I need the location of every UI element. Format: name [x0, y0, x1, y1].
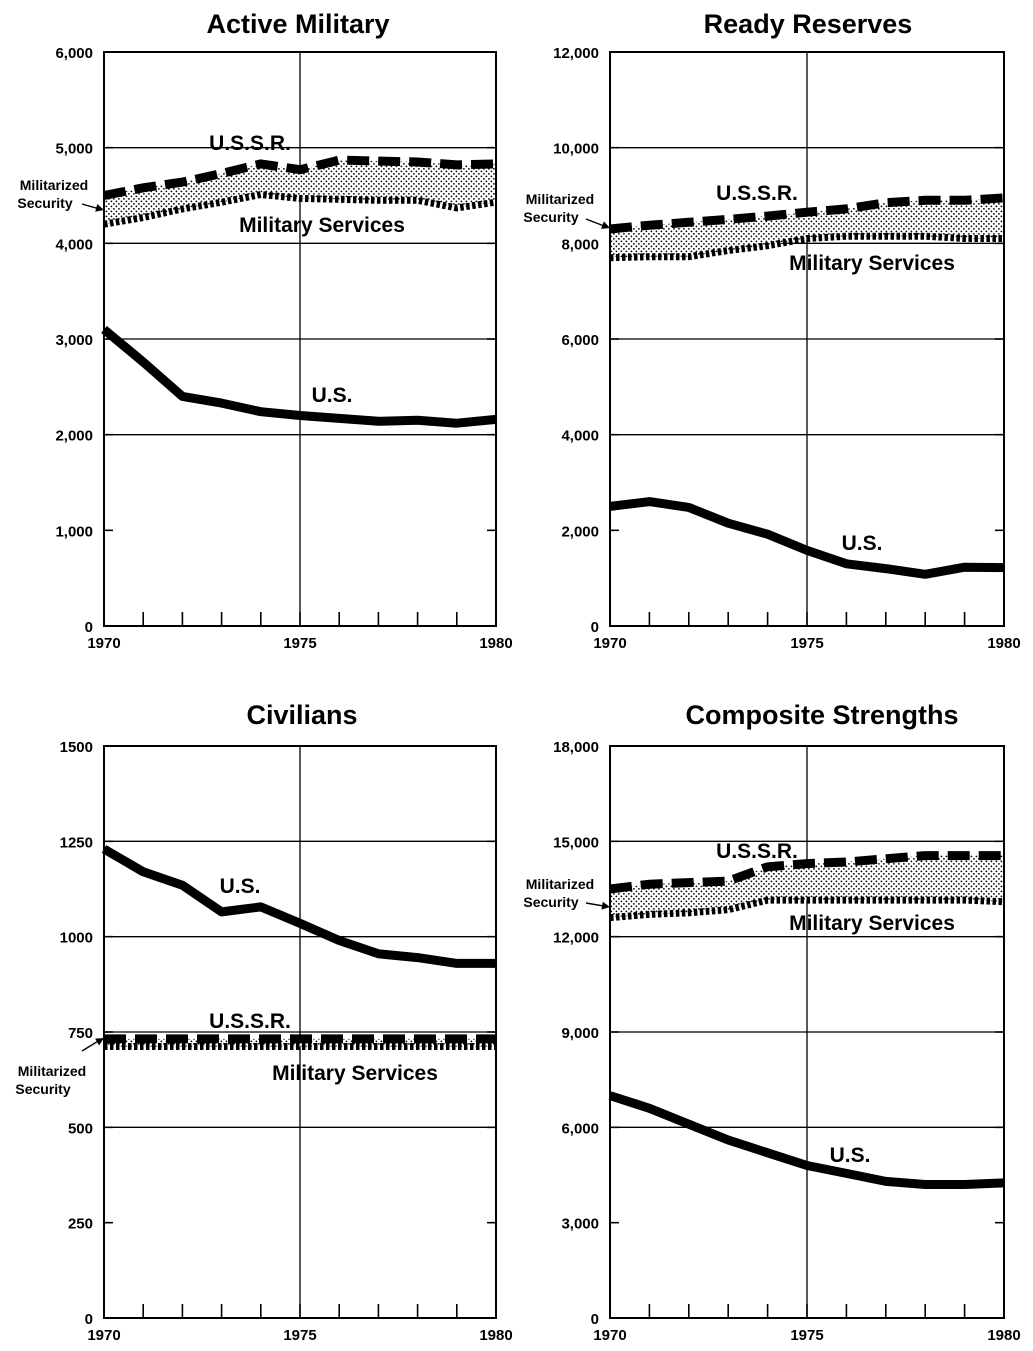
y-tick-label: 10,000: [553, 141, 599, 158]
militarized-security-band: [610, 197, 1004, 258]
series-label-us: U.S.: [842, 532, 883, 555]
x-tick-label: 1970: [593, 1327, 626, 1344]
chart-title: Composite Strengths: [685, 700, 958, 730]
y-tick-label: 0: [591, 619, 599, 636]
x-tick-label: 1975: [790, 1327, 823, 1344]
y-tick-label: 1,000: [55, 523, 93, 540]
chart-title: Active Military: [206, 9, 389, 39]
militarized-security-band: [610, 855, 1004, 918]
y-tick-label: 8,000: [561, 236, 599, 253]
annotation-militarized: Militarized: [20, 177, 88, 193]
y-tick-label: 1000: [60, 930, 93, 947]
plot-frame: [103, 745, 497, 1319]
series-label-military-services: Military Services: [789, 912, 955, 935]
y-tick-label: 3,000: [561, 1216, 599, 1233]
y-tick-label: 6,000: [55, 45, 93, 62]
series-label-us: U.S.: [312, 384, 353, 407]
militarized-security-band: [104, 160, 496, 225]
series-us: [609, 497, 1005, 579]
series-label-ussr: U.S.S.R.: [209, 1010, 291, 1033]
x-tick-label: 1980: [479, 1327, 512, 1344]
series-label-military-services: Military Services: [239, 214, 405, 237]
annotation-security: Security: [523, 209, 578, 225]
series-label-military-services: Military Services: [789, 252, 955, 275]
annotation-security: Security: [523, 894, 578, 910]
annotation-arrow-head: [601, 901, 610, 910]
series-us: [101, 845, 496, 968]
x-tick-label: 1980: [987, 1327, 1020, 1344]
chart-panel-0: Active Military 0 1,000 2,000 3,000 4,000 5,00…: [17, 9, 512, 652]
y-tick-label: 0: [591, 1311, 599, 1328]
y-tick-label: 15,000: [553, 834, 599, 851]
y-tick-label: 4,000: [55, 236, 93, 253]
series-ussr: [609, 851, 1004, 894]
series-us: [608, 1091, 1005, 1189]
plot-frame: [609, 51, 1005, 627]
x-tick-label: 1975: [283, 635, 316, 652]
series-military-services: [609, 896, 1005, 922]
y-tick-label: 2,000: [561, 523, 599, 540]
y-tick-label: 1250: [60, 834, 93, 851]
y-tick-label: 12,000: [553, 930, 599, 947]
y-tick-label: 0: [85, 619, 93, 636]
x-tick-label: 1980: [479, 635, 512, 652]
series-label-ussr: U.S.S.R.: [209, 132, 291, 155]
y-tick-label: 0: [85, 1311, 93, 1328]
annotation-security: Security: [15, 1081, 70, 1097]
y-tick-label: 5,000: [55, 141, 93, 158]
series-label-ussr: U.S.S.R.: [716, 182, 798, 205]
series-label-us: U.S.: [830, 1144, 871, 1167]
series-label-ussr: U.S.S.R.: [716, 840, 798, 863]
series-military-services: [609, 232, 1004, 262]
x-tick-label: 1970: [87, 635, 120, 652]
annotation-militarized: Militarized: [526, 876, 594, 892]
chart-panel-2: Civilians 0 250 500 750 1000 1250 1500 1970 1975 1…: [15, 700, 512, 1344]
series-label-us: U.S.: [220, 875, 261, 898]
y-tick-label: 500: [68, 1120, 93, 1137]
y-tick-label: 9,000: [561, 1025, 599, 1042]
y-tick-label: 3,000: [55, 332, 93, 349]
series-ussr: [609, 193, 1005, 234]
annotation-militarized: Militarized: [526, 191, 594, 207]
chart-panel-3: Composite Strengths 0 3,000 6,000 9,000 12,00…: [523, 700, 1020, 1344]
y-tick-label: 750: [68, 1025, 93, 1042]
series-ussr: [103, 155, 497, 200]
plot-frame: [103, 51, 497, 627]
series-label-military-services: Military Services: [272, 1062, 438, 1085]
y-tick-label: 12,000: [553, 45, 599, 62]
annotation-arrow-head: [601, 221, 610, 229]
chart-panel-1: Ready Reserves 0 2,000 4,000 6,000 8,000 10,00…: [523, 9, 1020, 652]
x-tick-label: 1980: [987, 635, 1020, 652]
y-tick-label: 6,000: [561, 1120, 599, 1137]
annotation-militarized: Militarized: [18, 1063, 86, 1079]
y-tick-label: 4,000: [561, 428, 599, 445]
y-tick-label: 250: [68, 1216, 93, 1233]
chart-title: Ready Reserves: [704, 9, 913, 39]
x-tick-label: 1975: [790, 635, 823, 652]
x-tick-label: 1970: [593, 635, 626, 652]
plot-frame: [609, 745, 1005, 1319]
series-military-services: [103, 191, 497, 228]
annotation-arrow-head: [95, 1038, 104, 1046]
annotation-security: Security: [17, 195, 72, 211]
y-tick-label: 6,000: [561, 332, 599, 349]
y-tick-label: 2,000: [55, 428, 93, 445]
y-tick-label: 1500: [60, 739, 93, 756]
annotation-arrow-head: [95, 204, 104, 212]
series-us: [101, 325, 497, 428]
x-tick-label: 1970: [87, 1327, 120, 1344]
chart-title: Civilians: [246, 700, 357, 730]
y-tick-label: 18,000: [553, 739, 599, 756]
x-tick-label: 1975: [283, 1327, 316, 1344]
